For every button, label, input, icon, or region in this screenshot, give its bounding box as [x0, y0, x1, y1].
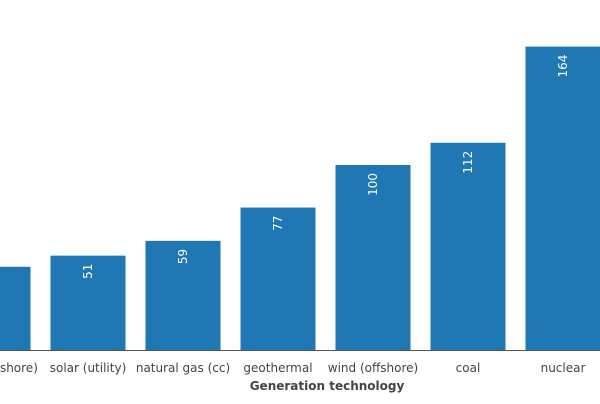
bar-value-label-6: 164 [556, 55, 570, 78]
bar-value-label-3: 77 [271, 216, 285, 231]
x-tick-label-5: coal [456, 361, 481, 375]
x-tick-label-0: wind (onshore) [0, 361, 38, 375]
x-tick-label-3: geothermal [243, 361, 312, 375]
bar-0 [0, 267, 31, 350]
bar-value-label-2: 59 [176, 249, 190, 264]
bar-value-label-5: 112 [461, 151, 475, 174]
bar-6 [526, 47, 600, 350]
x-axis-label: Generation technology [250, 379, 405, 393]
x-tick-label-6: nuclear [541, 361, 586, 375]
x-tick-label-1: solar (utility) [50, 361, 127, 375]
bar-value-label-4: 100 [366, 173, 380, 196]
bars-layer [0, 47, 600, 350]
x-tick-label-2: natural gas (cc) [136, 361, 230, 375]
x-tick-labels-layer: wind (onshore) solar (utility) natural gas… [0, 361, 585, 375]
x-tick-label-4: wind (offshore) [328, 361, 418, 375]
bar-value-label-1: 51 [81, 264, 95, 279]
